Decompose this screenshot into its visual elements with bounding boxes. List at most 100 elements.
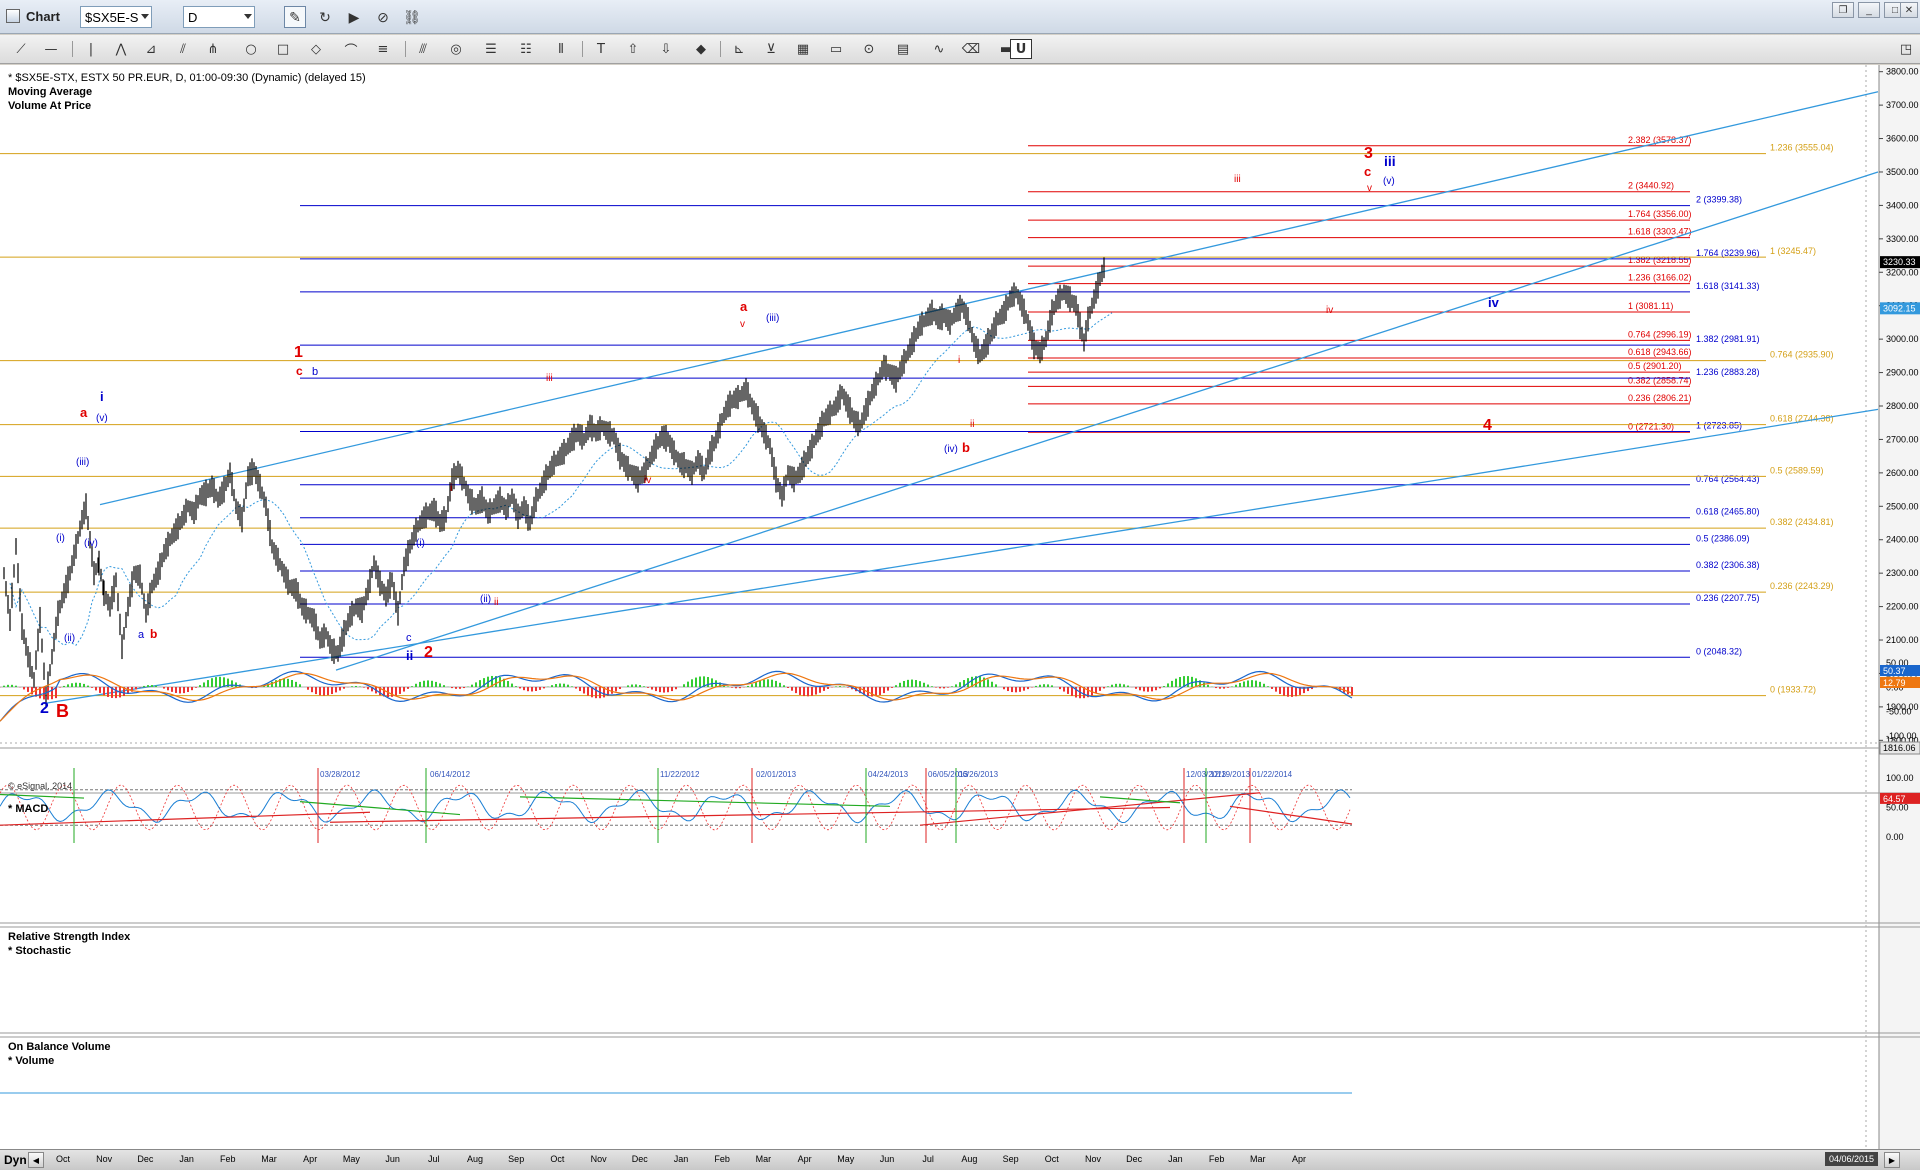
fib-level-label: 0 (1933.72) (1770, 685, 1816, 695)
interval-input[interactable]: D (183, 6, 255, 28)
wave-label: (iv) (84, 538, 98, 549)
magnet-icon[interactable]: U (1010, 39, 1032, 59)
chart-area[interactable]: 1800.001900.002000.002100.002200.002300.… (0, 65, 1920, 1149)
trend-channel-line (335, 171, 1879, 671)
ellipse-icon[interactable]: ○ (245, 41, 257, 57)
scroll-right-icon[interactable]: ▶ (1884, 1152, 1900, 1168)
chevron-down-icon[interactable] (141, 14, 149, 19)
cycle-icon[interactable]: ◎ (450, 41, 462, 57)
macd-pane-label: * MACD (8, 803, 49, 815)
channel-tool-icon[interactable]: ⫽ (180, 41, 186, 57)
month-label: Aug (961, 1154, 978, 1164)
minimize-icon[interactable]: _ (1858, 2, 1880, 18)
rsi-tick-label: 50.00 (1886, 803, 1909, 813)
rsi-date-label: 11/22/2012 (660, 770, 700, 779)
rectangle-icon[interactable]: □ (276, 41, 290, 57)
refresh-icon[interactable]: ↻ (319, 8, 331, 25)
scroll-left-icon[interactable]: ◀ (28, 1152, 44, 1168)
eraser-icon[interactable]: ⌫ (961, 41, 981, 57)
close-icon[interactable]: ✕ (1900, 2, 1918, 18)
help-icon[interactable]: ◳ (1899, 41, 1913, 57)
fib-level-label: 0.764 (2564.43) (1696, 474, 1760, 484)
macd-tick-label: -100.00 (1886, 731, 1917, 741)
pencil-icon[interactable]: ✎ (284, 6, 306, 28)
text-tool-icon[interactable]: T (597, 41, 605, 57)
fib-retrace-icon[interactable]: ☰ (485, 41, 497, 57)
price-tick-label: 3600.00 (1886, 134, 1919, 144)
link-icon[interactable]: ⊘ (377, 8, 389, 25)
price-tick-label: 3800.00 (1886, 67, 1919, 77)
macd-tick-label: -50.00 (1886, 707, 1912, 717)
rsi-date-label: 06/14/2012 (430, 770, 471, 779)
price-tick-label: 2600.00 (1886, 468, 1919, 478)
measure-icon[interactable]: ⊻ (766, 41, 776, 57)
price-axis-bg (1879, 65, 1920, 1149)
fib-level-label: 1.236 (3166.02) (1628, 273, 1692, 283)
ma-price-tag (1880, 302, 1920, 315)
rsi-date-label: 12/03/2013 (1186, 770, 1227, 779)
fib-level-label: 1.764 (3239.96) (1696, 248, 1760, 258)
trend-tool-icon[interactable]: ⊿ (145, 41, 157, 57)
chart-window-icon (6, 9, 20, 23)
vertical-line-icon[interactable]: | (88, 41, 94, 57)
chart-header-symbol: * $SX5E-STX, ESTX 50 PR.EUR, D, 01:00-09… (8, 72, 366, 84)
month-label: Jul (428, 1154, 440, 1164)
month-label: Mar (755, 1154, 772, 1164)
month-label: Apr (1291, 1154, 1307, 1164)
wave-label: (iii) (76, 457, 89, 468)
macd-value-tag (1880, 677, 1920, 688)
rsi-divergence-line (1099, 796, 1181, 804)
horizontal-line-icon[interactable]: — (44, 41, 58, 57)
fib-level-label: 1.236 (3555.04) (1770, 143, 1834, 153)
play-icon[interactable]: ▶ (348, 8, 360, 25)
arc-icon[interactable]: ⌒ (344, 43, 358, 59)
time-zone-icon[interactable]: ⦀ (558, 41, 564, 57)
arrow-up-icon[interactable]: ⇧ (627, 41, 639, 57)
wave-label: i (450, 483, 452, 494)
chart-header-vap: Volume At Price (8, 100, 92, 112)
diamond-icon[interactable]: ◇ (311, 41, 321, 57)
rsi-divergence-line (0, 811, 371, 826)
chevron-down-icon[interactable] (244, 14, 252, 19)
pitchfork-icon[interactable]: ⋔ (207, 41, 219, 57)
trend-channel-line (99, 91, 1879, 506)
macd-value-text: 50.37 (1883, 666, 1906, 676)
wave-label: a (740, 299, 748, 314)
macd-value-tag (1880, 665, 1920, 676)
wave-label: (v) (96, 413, 108, 424)
fib-ext-icon[interactable]: ☷ (520, 41, 532, 57)
month-label: Apr (303, 1154, 318, 1164)
rsi-value-tag (1880, 792, 1920, 804)
grid-icon[interactable]: ▦ (796, 41, 810, 57)
fib-level-label: 2 (3399.38) (1696, 195, 1742, 205)
wave-label: b (150, 627, 157, 641)
low-marker-tag (1879, 741, 1920, 755)
comment-icon[interactable]: ▬ (999, 41, 1013, 57)
list-icon[interactable]: ▤ (896, 41, 910, 57)
month-label: Feb (220, 1154, 236, 1164)
restore-icon[interactable]: ❐ (1832, 2, 1854, 18)
symbol-input[interactable]: $SX5E-S (80, 6, 152, 28)
parallel-icon[interactable]: ≡ (377, 41, 389, 57)
window-title: Chart (26, 9, 60, 24)
price-tick-label: 2900.00 (1886, 368, 1919, 378)
zigzag-icon[interactable]: ⋀ (115, 41, 127, 57)
gann-icon[interactable]: ⫻ (419, 41, 427, 57)
chart-canvas[interactable]: 1800.001900.002000.002100.002200.002300.… (0, 65, 1920, 1149)
unlink-icon[interactable]: ⛓ (403, 8, 421, 25)
fib-level-label: 0.236 (2243.29) (1770, 581, 1834, 591)
price-tick-label: 3400.00 (1886, 200, 1919, 210)
mob-icon[interactable]: ▭ (829, 41, 843, 57)
marker-icon[interactable]: ◆ (696, 41, 706, 57)
fib-level-label: 0.618 (2943.66) (1628, 347, 1692, 357)
fib-level-label: 0.764 (2996.19) (1628, 329, 1692, 339)
price-tick-label: 2100.00 (1886, 635, 1919, 645)
wave-icon[interactable]: ∿ (933, 41, 945, 57)
obv-pane-label: On Balance Volume (8, 1041, 111, 1053)
ma-price-text: 3092.15 (1883, 303, 1916, 313)
ruler-icon[interactable]: ⊾ (733, 41, 745, 57)
line-tool-icon[interactable]: ⟋ (16, 41, 26, 57)
wave-label: ii (406, 648, 413, 663)
pti-icon[interactable]: ⊙ (863, 41, 875, 57)
arrow-down-icon[interactable]: ⇩ (660, 41, 672, 57)
